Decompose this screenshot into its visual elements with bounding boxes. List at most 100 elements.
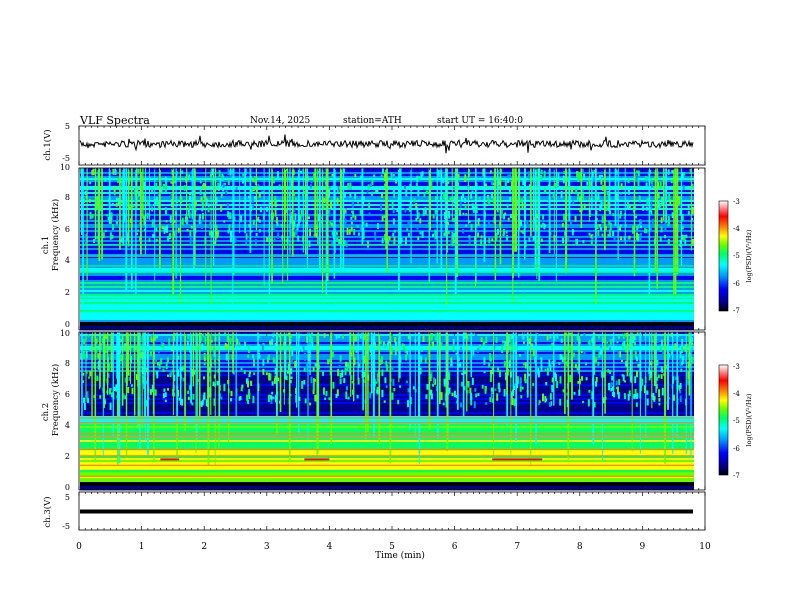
spectrogram-band <box>80 372 694 375</box>
sferic-streak <box>118 332 121 464</box>
spectrogram-speckle <box>660 226 663 233</box>
spectrogram-speckle <box>655 384 658 389</box>
spectrogram-speckle <box>343 378 346 384</box>
spectrogram-speckle <box>642 203 645 211</box>
spectrogram-speckle <box>348 229 351 235</box>
spectrogram-speckle <box>83 397 85 404</box>
spectrogram-speckle <box>684 345 687 352</box>
sferic-streak <box>176 332 178 419</box>
spectrogram-speckle <box>510 181 513 189</box>
sferic-streak <box>654 168 657 272</box>
sferic-streak <box>533 168 535 232</box>
spectrogram-speckle <box>335 336 338 340</box>
tone-line <box>80 417 694 419</box>
spectrogram-speckle <box>550 401 553 406</box>
spectrogram-speckle <box>595 357 598 363</box>
spectrogram-speckle <box>205 399 208 407</box>
sferic-streak <box>548 168 551 253</box>
spectrogram-speckle <box>307 353 310 362</box>
spectrogram-speckle <box>524 378 527 384</box>
x-tick-0: 0 <box>76 542 82 552</box>
spectrogram-speckle <box>272 396 275 399</box>
sferic-streak <box>134 332 136 416</box>
spectrogram-speckle <box>674 376 677 381</box>
spectrogram-speckle <box>107 363 110 371</box>
sferic-streak <box>86 168 88 281</box>
spectrogram-speckle <box>385 385 388 388</box>
spectrogram-speckle <box>483 371 486 374</box>
spectrogram-speckle <box>360 175 363 179</box>
spectrogram-speckle <box>393 192 396 198</box>
sferic-streak <box>494 168 497 281</box>
sferic-streak <box>144 168 147 255</box>
sferic-streak <box>239 168 241 234</box>
tone-line <box>80 310 694 312</box>
sferic-streak <box>514 168 516 252</box>
sferic-streak <box>172 332 174 416</box>
spectrogram-band <box>80 396 694 399</box>
spectrogram-speckle <box>97 366 100 370</box>
spectrogram-speckle <box>601 215 604 224</box>
spectrogram-band <box>80 276 694 279</box>
spectrogram-band <box>80 418 694 421</box>
spectrogram-speckle <box>124 377 127 383</box>
spectrogram-speckle <box>504 341 507 349</box>
spectrogram-speckle <box>381 356 383 365</box>
sferic-streak <box>555 168 557 282</box>
spectrogram-speckle <box>291 348 294 356</box>
spectrogram-speckle <box>453 233 456 238</box>
spectrogram-speckle <box>652 393 655 401</box>
spectrogram-speckle <box>440 392 443 400</box>
sferic-streak <box>592 332 595 445</box>
spectrogram-speckle <box>407 220 410 225</box>
spectrogram-speckle <box>104 399 106 405</box>
spectrogram-speckle <box>245 239 248 247</box>
spectrogram-speckle <box>199 189 202 196</box>
spectrogram-speckle <box>246 378 249 383</box>
spectrogram-speckle <box>258 229 261 233</box>
spectrogram-band <box>80 444 694 447</box>
sferic-streak <box>257 332 259 420</box>
spectrogram-speckle <box>189 192 192 196</box>
spectrogram-band <box>80 392 694 395</box>
spectrogram-band <box>80 312 694 315</box>
sferic-streak <box>284 168 286 250</box>
spectrogram-speckle <box>252 219 255 226</box>
spectrogram-speckle <box>406 350 409 355</box>
spectrogram-speckle <box>322 371 324 376</box>
spectrogram-speckle <box>451 392 454 397</box>
spectrogram-speckle <box>269 340 272 345</box>
spectrogram-speckle <box>341 369 344 378</box>
spectrogram-speckle <box>582 240 585 244</box>
spectrogram-speckle <box>542 393 544 402</box>
spectrogram-speckle <box>507 174 510 179</box>
spectrogram-speckle <box>88 376 91 379</box>
spectrogram-speckle <box>404 208 407 213</box>
spectrogram-speckle <box>566 360 569 367</box>
spectrogram-speckle <box>154 336 157 340</box>
spectrogram-speckle <box>637 170 640 177</box>
spectrogram-speckle <box>679 383 682 389</box>
spectrogram-speckle <box>452 344 455 352</box>
spectrogram-speckle <box>265 372 268 376</box>
spectrogram-speckle <box>262 358 265 366</box>
spectrogram-speckle <box>426 384 429 390</box>
sferic-streak <box>389 332 392 464</box>
spectrogram-speckle <box>442 179 445 184</box>
spectrogram-band <box>80 286 694 289</box>
spectrogram-speckle <box>463 332 466 339</box>
spectrogram-speckle <box>227 211 230 218</box>
sferic-streak <box>139 332 141 451</box>
spectrogram-speckle <box>627 354 630 361</box>
spectrogram-speckle <box>260 188 263 191</box>
spectrogram-speckle <box>246 178 249 182</box>
spectrogram-speckle <box>453 196 456 204</box>
ch2-spectrogram-panel: 0 2 4 6 8 10 ch.2 Frequency (kHz) <box>41 329 706 492</box>
sferic-streak <box>349 332 351 376</box>
sferic-streak <box>385 168 388 249</box>
spectrogram-speckle <box>83 338 85 345</box>
x-tick-5: 5 <box>389 542 395 552</box>
spectrogram-speckle <box>419 368 422 375</box>
spectrogram-speckle <box>544 368 547 371</box>
spectrogram-speckle <box>483 357 486 365</box>
